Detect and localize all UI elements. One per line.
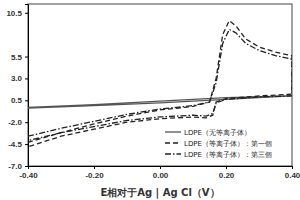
x-tick: 0.40 [285,166,300,180]
y-tick-label: 3.0 [11,74,23,83]
legend-label: LDPE（等离子体）：第一個 [184,140,272,148]
x-tick-label: -0.20 [85,171,104,180]
y-tick: 3.0 [11,74,28,83]
x-tick: -0.40 [19,166,38,180]
y-axis-line [25,5,29,167]
x-tick-mark [160,166,161,169]
x-axis: -0.40 -0.20 0.00 0.20 0.40 [19,166,300,180]
plot-frame [28,4,292,166]
y-tick: 0.5 [11,96,28,105]
x-tick-label: 0.40 [285,171,300,180]
y-tick: 10.5 [6,9,28,18]
legend-label: LDPE（无等离子体） [184,129,251,137]
x-axis-title: E相对于Ag | Ag Cl（V） [100,187,219,199]
y-tick-mark [25,78,28,79]
legend-swatch [165,131,181,132]
legend-item: LDPE（无等离子体） [165,129,251,137]
chart: -0.40 -0.20 0.00 0.20 0.40 -7.0 -4.5 -2.0 0.5 3.0… [0,0,300,200]
y-tick-label: -2.0 [8,118,22,127]
x-tick-mark [94,166,95,169]
y-tick-label: 5.5 [11,53,23,62]
legend-item: LDPE（等离子体）：第一個 [165,140,272,148]
y-axis: -7.0 -4.5 -2.0 0.5 3.0 5.5 10.5 [6,5,28,172]
y-tick: -7.0 [8,162,28,171]
y-tick: -4.5 [8,140,28,149]
plot: -0.40 -0.20 0.00 0.20 0.40 -7.0 -4.5 -2.0 0.5 3.0… [6,4,300,180]
x-tick-label: -0.40 [19,171,38,180]
x-tick-mark [292,166,293,169]
legend-item: LDPE（等离子体）：第三個 [165,151,272,159]
y-tick-label: -4.5 [8,140,22,149]
y-tick-mark [25,13,28,14]
legend-background [162,124,290,163]
x-tick: -0.20 [85,166,104,180]
y-tick: 5.5 [11,53,28,62]
y-tick-mark [25,122,28,123]
y-tick-label: -7.0 [8,162,22,171]
series-line [28,29,292,140]
y-tick-label: 0.5 [11,96,23,105]
y-tick-label: 10.5 [6,9,22,18]
y-tick-mark [25,57,28,58]
legend-swatch [165,142,181,143]
x-tick: 0.20 [219,166,235,180]
legend: LDPE（无等离子体） LDPE（等离子体）：第一個 LDPE（等离子体）：第三個 [162,124,290,163]
legend-label: LDPE（等离子体）：第三個 [184,151,272,159]
y-tick: -2.0 [8,118,28,127]
y-tick-mark [25,100,28,101]
x-tick: 0.00 [153,166,169,180]
x-tick-mark [226,166,227,169]
x-tick-label: 0.20 [219,171,235,180]
y-tick-mark [25,166,28,167]
legend-swatch [165,153,181,154]
x-tick-label: 0.00 [153,171,169,180]
x-axis-line [29,167,293,170]
y-tick-mark [25,144,28,145]
